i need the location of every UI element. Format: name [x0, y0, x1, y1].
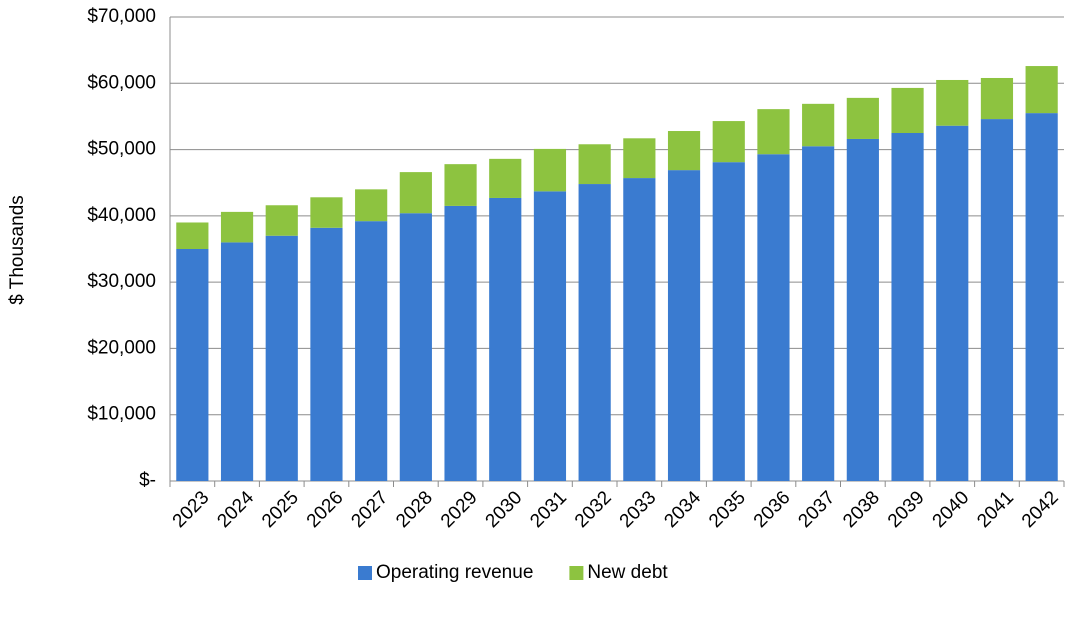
x-tick-label: 2030	[482, 487, 527, 532]
bar-segment	[176, 222, 209, 249]
y-tick-label: $70,000	[87, 6, 156, 27]
x-tick-label: 2034	[660, 487, 705, 532]
bar-segment	[980, 77, 1014, 120]
y-tick-label: $30,000	[87, 271, 156, 292]
bar-segment	[578, 144, 611, 185]
x-tick-label: 2029	[437, 487, 482, 532]
x-tick-label: 2042	[1018, 487, 1063, 532]
bar-segment	[936, 79, 969, 126]
bar-segment	[802, 103, 835, 147]
bar-segment	[757, 154, 790, 481]
bar-segment	[578, 184, 611, 482]
bar-segment	[891, 87, 924, 133]
y-tick-label: $60,000	[87, 72, 156, 93]
bar-segment	[533, 191, 567, 481]
bar-segment	[1025, 113, 1058, 481]
bar-segment	[623, 138, 656, 179]
x-tick-label: 2026	[303, 487, 348, 532]
bar-segment	[444, 205, 477, 481]
bar-segment	[220, 211, 254, 243]
bar-segment	[667, 170, 701, 481]
x-tick-label: 2041	[973, 487, 1018, 532]
x-tick-label: 2040	[929, 487, 974, 532]
legend-swatch	[358, 566, 372, 580]
bar-segment	[712, 162, 745, 481]
x-tick-label: 2036	[750, 487, 795, 532]
bar-segment	[444, 164, 477, 206]
bar-segment	[310, 197, 343, 228]
bar-segment	[846, 138, 879, 482]
bar-segment	[802, 146, 835, 481]
bar-segment	[176, 249, 209, 481]
x-tick-label: 2028	[392, 487, 437, 532]
bar-segment	[355, 189, 388, 222]
bar-segment	[265, 205, 298, 236]
y-tick-label: $-	[139, 470, 156, 491]
x-tick-label: 2024	[213, 487, 258, 532]
y-tick-label: $40,000	[87, 205, 156, 226]
bar-segment	[1025, 66, 1058, 114]
bar-segment	[310, 227, 343, 481]
x-tick-label: 2038	[839, 487, 884, 532]
x-tick-label: 2032	[571, 487, 616, 532]
bar-segment	[667, 131, 701, 171]
bar-segment	[265, 235, 298, 481]
bar-segment	[712, 121, 745, 163]
y-tick-label: $20,000	[87, 337, 156, 358]
bar-segment	[936, 125, 969, 482]
bar-segment	[846, 97, 879, 139]
x-tick-label: 2039	[884, 487, 929, 532]
bar-segment	[399, 213, 432, 481]
x-tick-label: 2027	[347, 487, 392, 532]
bar-segment	[980, 119, 1014, 481]
bar-segment	[399, 172, 432, 214]
bar-segment	[489, 158, 522, 198]
bar-segment	[891, 133, 924, 481]
x-tick-label: 2025	[258, 487, 303, 532]
bar-segment	[533, 148, 567, 192]
bar-segment	[489, 197, 522, 481]
y-axis-title: $ Thousands	[7, 195, 28, 305]
bar-segment	[220, 242, 254, 481]
legend-swatch	[569, 566, 584, 580]
legend-label: New debt	[587, 562, 668, 583]
x-tick-label: 2033	[616, 487, 661, 532]
y-tick-label: $10,000	[87, 404, 156, 425]
x-tick-label: 2031	[526, 487, 571, 532]
legend-label: Operating revenue	[376, 562, 533, 583]
x-tick-label: 2035	[705, 487, 750, 532]
x-tick-label: 2023	[169, 487, 214, 532]
y-tick-label: $50,000	[87, 139, 156, 160]
bar-segment	[355, 221, 388, 481]
x-tick-label: 2037	[794, 487, 839, 532]
bar-segment	[623, 178, 656, 481]
bar-segment	[757, 109, 790, 155]
